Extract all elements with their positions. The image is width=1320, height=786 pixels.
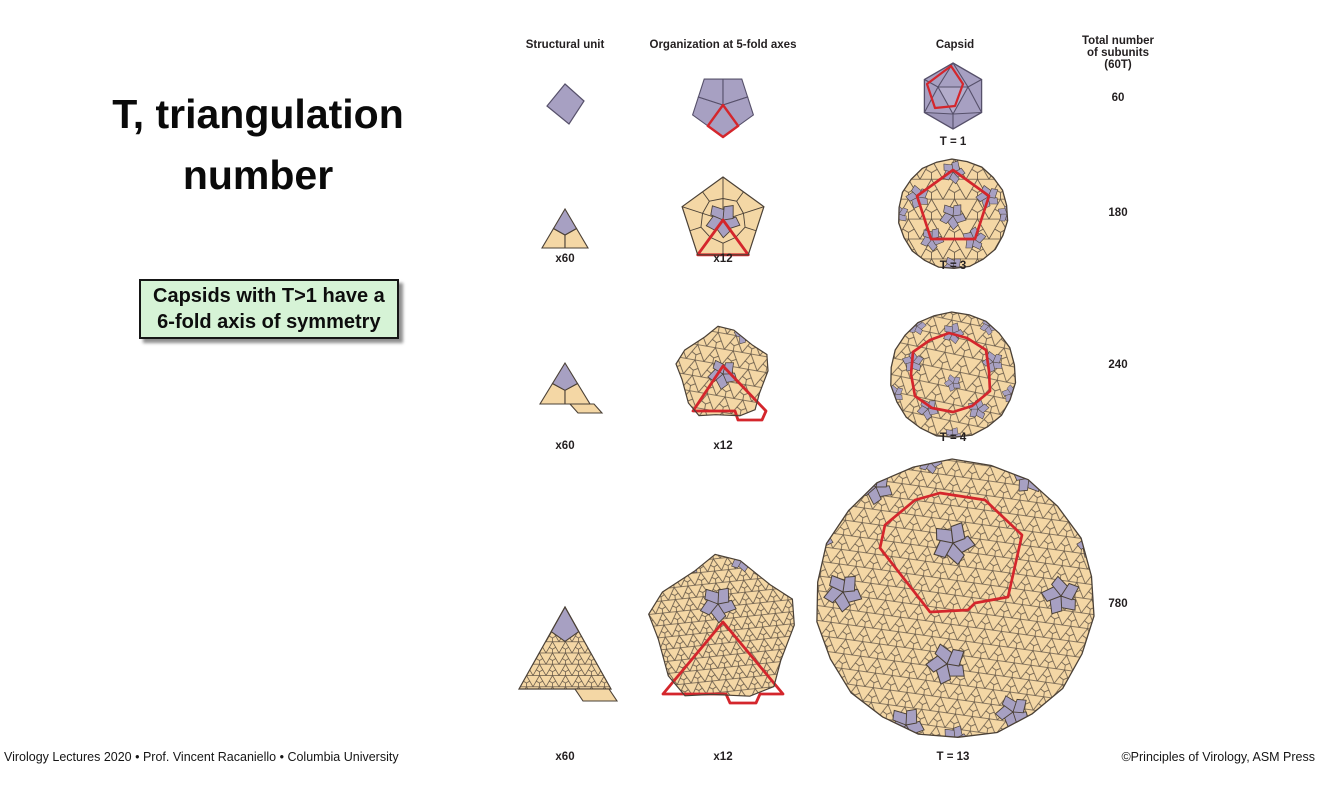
pentamer-pinwheel (1040, 575, 1080, 615)
t13-label: T = 13 (937, 751, 970, 763)
t13-structural-unit (517, 605, 619, 702)
t1-capsid (923, 62, 983, 130)
t4-total: 240 (1108, 359, 1127, 371)
pentamer-pinwheel (823, 574, 863, 613)
t1-organization (691, 78, 755, 139)
figure-labels: Structural unit Organization at 5-fold a… (526, 35, 1155, 763)
t13-capsid (816, 458, 1095, 738)
slide-title: T, triangulation number (58, 84, 458, 206)
t4-org-mult: x12 (713, 440, 732, 452)
pentamer-pinwheel (939, 204, 967, 231)
title-line-2: number (182, 152, 334, 198)
footer-attribution: Virology Lectures 2020 • Prof. Vincent R… (4, 750, 399, 764)
callout-line-1: Capsids with T>1 have a (153, 285, 385, 307)
t3-structural-unit (541, 207, 589, 249)
pentamer-pinwheel (699, 587, 737, 624)
col-header-total-line3: (60T) (1104, 59, 1132, 71)
col-header-total-line2: of subunits (1087, 47, 1149, 59)
pentamer-pinwheel (944, 427, 963, 438)
t13-unit-mult: x60 (555, 751, 574, 763)
t4-unit-mult: x60 (555, 440, 574, 452)
pentamer-pinwheel (925, 643, 965, 685)
t4-organization (675, 325, 769, 422)
pentamer-pinwheel (943, 374, 961, 392)
t1-label: T = 1 (940, 136, 967, 148)
t4-structural-unit (539, 361, 604, 414)
pentamer-pinwheel (933, 521, 976, 566)
title-line-1: T, triangulation (112, 91, 404, 137)
callout-box: Capsids with T>1 have a 6-fold axis of s… (139, 279, 399, 339)
pentamer-pinwheel (898, 203, 909, 224)
t3-unit-mult: x60 (555, 253, 574, 265)
t3-capsid (898, 158, 1009, 269)
t13-org-mult: x12 (713, 751, 732, 763)
footer-copyright: ©Principles of Virology, ASM Press (1121, 750, 1315, 764)
t13-total: 780 (1108, 598, 1127, 610)
col-header-organization: Organization at 5-fold axes (650, 39, 797, 51)
t4-capsid (890, 311, 1017, 438)
t1-structural-unit (546, 83, 585, 125)
callout-line-2: 6-fold axis of symmetry (157, 311, 381, 333)
t3-total: 180 (1108, 207, 1127, 219)
col-header-capsid: Capsid (936, 39, 974, 51)
t3-label: T = 3 (940, 260, 967, 272)
figure-artwork (517, 62, 1095, 738)
col-header-structural-unit: Structural unit (526, 39, 605, 51)
t1-total: 60 (1112, 92, 1125, 104)
t3-org-mult: x12 (713, 253, 732, 265)
t13-organization (648, 553, 795, 705)
t3-organization (681, 176, 765, 257)
col-header-total-line1: Total number (1082, 35, 1155, 47)
t4-label: T = 4 (940, 432, 967, 444)
